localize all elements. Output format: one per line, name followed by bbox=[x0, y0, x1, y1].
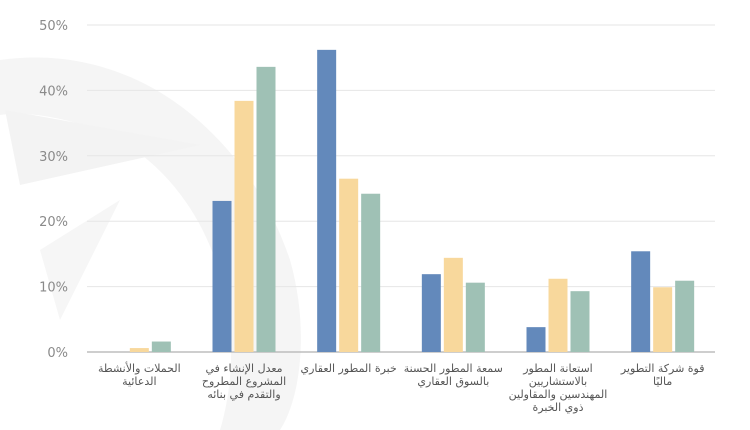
x-category-label: معدل الإنشاء في المشروع المطروح والتقدم … bbox=[201, 362, 287, 401]
y-tick-label: 30% bbox=[39, 150, 68, 165]
x-category-label: قوة شركة التطوير ماليًا bbox=[620, 362, 705, 388]
bar-series-1 bbox=[526, 327, 546, 352]
bar-series-3 bbox=[151, 341, 171, 352]
bar-series-2 bbox=[234, 100, 254, 352]
bar-series-3 bbox=[570, 291, 590, 352]
y-tick-label: 0% bbox=[47, 346, 68, 361]
x-category-label: استعانة المطور بالاستشاريين المهندسين وا… bbox=[508, 362, 608, 414]
x-category-label: الحملات والأنشطة الدعائية bbox=[97, 362, 181, 388]
bar-series-1 bbox=[421, 274, 441, 352]
bar-series-2 bbox=[339, 178, 359, 352]
y-tick-label: 50% bbox=[39, 19, 68, 34]
bar-series-3 bbox=[465, 282, 485, 352]
bar-series-1 bbox=[212, 200, 232, 352]
bar-series-2 bbox=[443, 257, 463, 352]
bar-series-1 bbox=[631, 251, 651, 352]
x-category-label: سمعة المطور الحسنة بالسوق العقاري bbox=[403, 362, 503, 388]
bar-series-3 bbox=[361, 193, 381, 352]
bar-series-3 bbox=[675, 280, 695, 352]
bar-series-2 bbox=[653, 287, 673, 352]
y-tick-label: 20% bbox=[39, 215, 68, 230]
x-category-label: خبرة المطور العقاري bbox=[300, 362, 397, 375]
bar-series-3 bbox=[256, 66, 276, 352]
bar-series-2 bbox=[129, 348, 149, 352]
y-tick-label: 10% bbox=[39, 281, 68, 296]
y-tick-label: 40% bbox=[39, 84, 68, 99]
bar-series-1 bbox=[317, 49, 337, 353]
bar-series-2 bbox=[548, 278, 568, 352]
